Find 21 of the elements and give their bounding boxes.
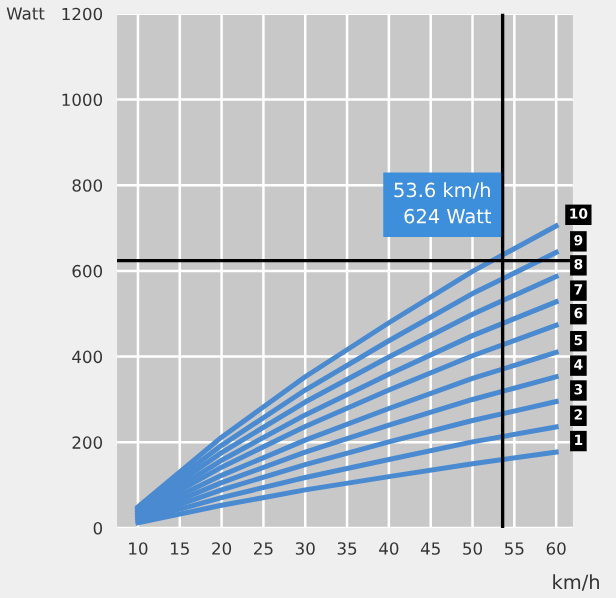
- y-tick-label: 400: [72, 350, 103, 364]
- y-tick-label: 600: [72, 264, 103, 278]
- y-tick-label: 1000: [62, 93, 103, 107]
- x-tick-label: 20: [212, 542, 232, 555]
- x-tick-label: 40: [379, 542, 399, 555]
- x-tick-label: 15: [171, 542, 189, 555]
- annotation: 53.6 km/h 624 Watt: [394, 182, 492, 224]
- y-tick-label: 800: [72, 179, 103, 192]
- x-tick-label: 50: [463, 542, 483, 555]
- x-tick-label: 60: [546, 542, 566, 555]
- x-tick-label: 25: [254, 542, 273, 555]
- y-tick-label: 200: [72, 436, 103, 449]
- x-tick-label: 30: [295, 542, 315, 555]
- x-axis-title: km/h: [553, 574, 599, 591]
- x-tick-label: 55: [505, 542, 524, 555]
- x-tick-label: 35: [337, 542, 357, 555]
- y-tick-label: 0: [93, 522, 103, 535]
- x-tick-label: 10: [129, 542, 148, 555]
- x-tick-label: 45: [420, 542, 440, 555]
- y-tick-label: 1200: [62, 7, 103, 21]
- y-axis-title: Watt: [6, 7, 45, 20]
